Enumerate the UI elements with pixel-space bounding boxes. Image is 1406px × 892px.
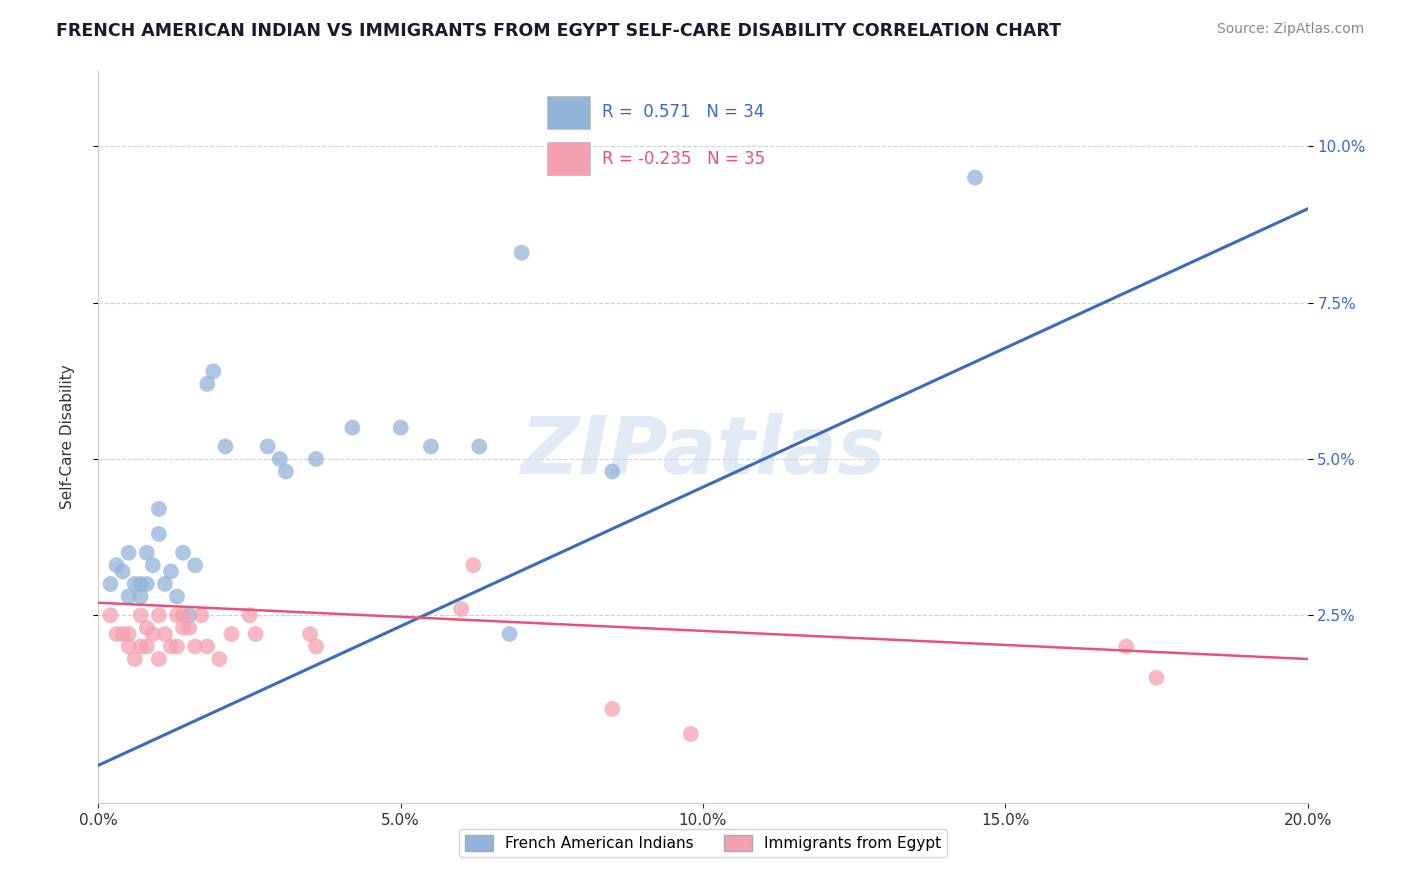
Text: R =  0.571   N = 34: R = 0.571 N = 34 [602, 103, 765, 121]
Point [172, 546, 194, 560]
Point [166, 590, 188, 604]
Point [342, 420, 364, 434]
Point [148, 608, 170, 623]
Point [190, 608, 212, 623]
Point [172, 621, 194, 635]
Point [1115, 640, 1137, 654]
Point [202, 364, 225, 378]
Point [118, 640, 141, 654]
Point [153, 577, 176, 591]
FancyBboxPatch shape [547, 142, 591, 175]
Point [148, 652, 170, 666]
Point [100, 577, 122, 591]
Point [118, 627, 141, 641]
Point [129, 577, 152, 591]
Point [510, 245, 533, 260]
Point [420, 440, 443, 454]
Point [389, 420, 412, 434]
Point [124, 652, 146, 666]
Point [274, 465, 297, 479]
Point [602, 465, 624, 479]
Point [135, 640, 157, 654]
Point [184, 640, 207, 654]
Point [1144, 671, 1167, 685]
Point [166, 640, 188, 654]
Point [160, 640, 183, 654]
Point [129, 608, 152, 623]
Point [100, 608, 122, 623]
Point [118, 590, 141, 604]
Point [124, 577, 146, 591]
Point [135, 621, 157, 635]
Point [105, 558, 128, 573]
Y-axis label: Self-Care Disability: Self-Care Disability [60, 365, 75, 509]
Point [239, 608, 262, 623]
Point [118, 546, 141, 560]
Point [160, 565, 183, 579]
Point [245, 627, 267, 641]
Point [105, 627, 128, 641]
Point [148, 502, 170, 516]
Text: Source: ZipAtlas.com: Source: ZipAtlas.com [1216, 22, 1364, 37]
Point [498, 627, 520, 641]
Point [111, 565, 134, 579]
Point [179, 621, 201, 635]
Text: ZIPatlas: ZIPatlas [520, 413, 886, 491]
Point [111, 627, 134, 641]
Point [129, 640, 152, 654]
Point [468, 440, 491, 454]
Point [148, 527, 170, 541]
Point [135, 577, 157, 591]
Point [299, 627, 322, 641]
Point [965, 170, 987, 185]
Point [153, 627, 176, 641]
Point [463, 558, 485, 573]
Text: R = -0.235   N = 35: R = -0.235 N = 35 [602, 150, 765, 168]
Point [602, 702, 624, 716]
Text: FRENCH AMERICAN INDIAN VS IMMIGRANTS FROM EGYPT SELF-CARE DISABILITY CORRELATION: FRENCH AMERICAN INDIAN VS IMMIGRANTS FRO… [56, 22, 1062, 40]
Point [221, 627, 243, 641]
Point [135, 546, 157, 560]
Point [256, 440, 278, 454]
Legend: French American Indians, Immigrants from Egypt: French American Indians, Immigrants from… [458, 830, 948, 857]
Point [679, 727, 702, 741]
FancyBboxPatch shape [547, 96, 591, 128]
Point [195, 640, 218, 654]
Point [305, 452, 328, 467]
Point [450, 602, 472, 616]
Point [166, 608, 188, 623]
Point [214, 440, 236, 454]
Point [142, 627, 165, 641]
Point [195, 376, 218, 391]
Point [172, 608, 194, 623]
Point [179, 608, 201, 623]
Point [208, 652, 231, 666]
Point [184, 558, 207, 573]
Point [269, 452, 291, 467]
Point [305, 640, 328, 654]
Point [142, 558, 165, 573]
Point [129, 590, 152, 604]
